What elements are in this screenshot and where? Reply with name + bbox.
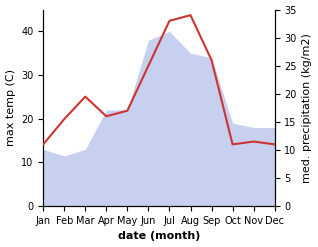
- X-axis label: date (month): date (month): [118, 231, 200, 242]
- Y-axis label: med. precipitation (kg/m2): med. precipitation (kg/m2): [302, 33, 313, 183]
- Y-axis label: max temp (C): max temp (C): [5, 69, 16, 146]
